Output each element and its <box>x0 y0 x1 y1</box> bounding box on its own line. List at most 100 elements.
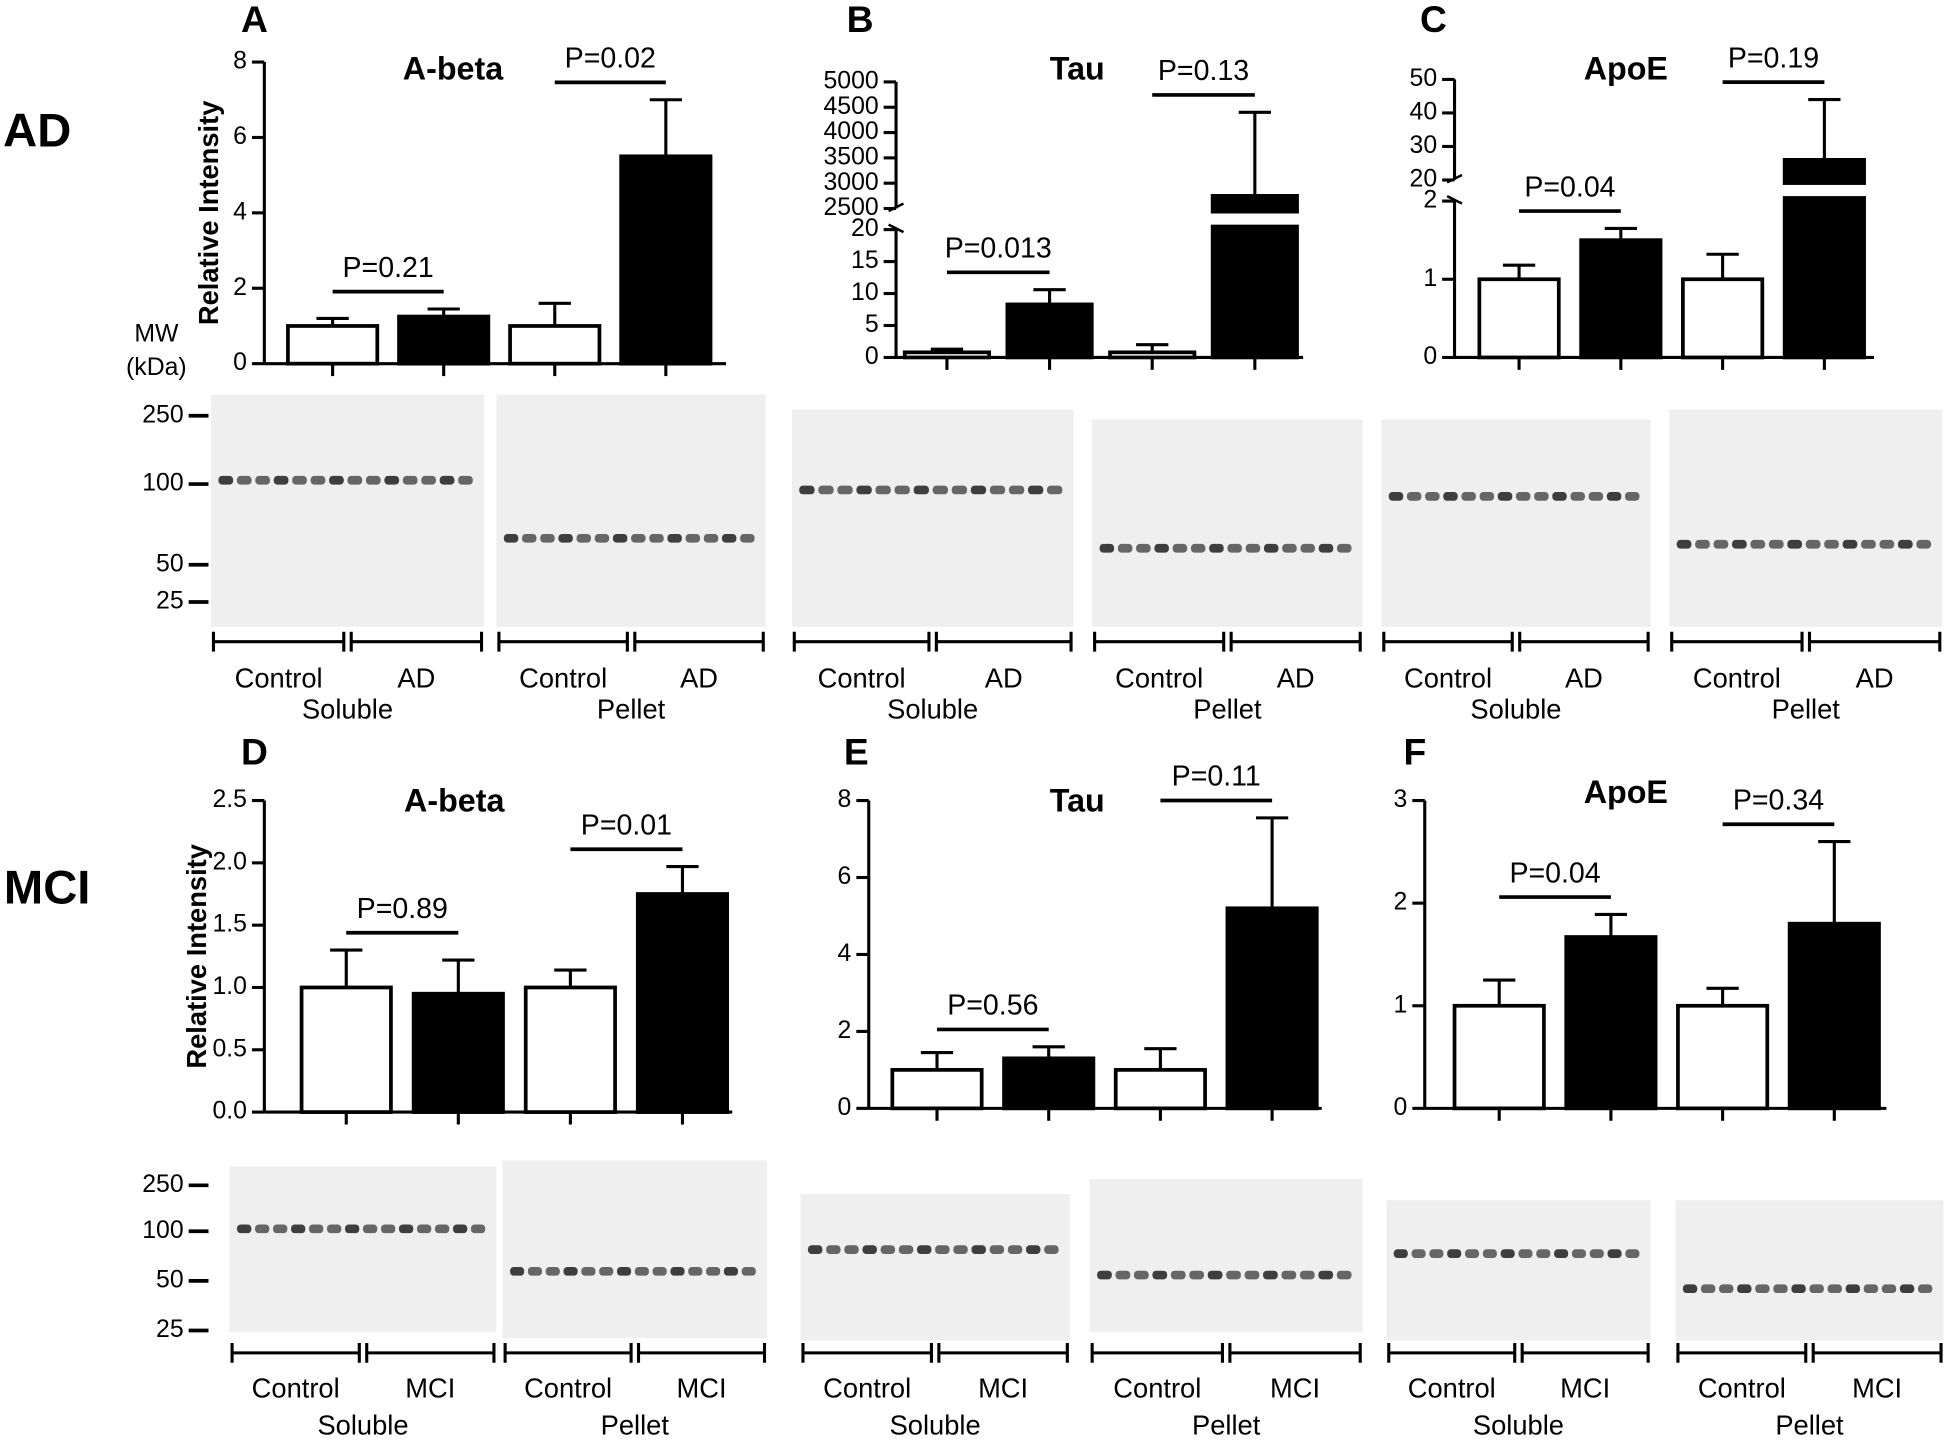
lane-bracket <box>1676 1342 1808 1363</box>
error-bar <box>1033 288 1066 305</box>
group-label: Control <box>1693 662 1781 693</box>
fraction-label: Pellet <box>1193 693 1262 724</box>
blot-band <box>255 1224 270 1234</box>
blot-band <box>1732 539 1747 549</box>
y-tick-label: 5 <box>865 311 879 338</box>
p-value: P=0.04 <box>1524 171 1615 203</box>
blot-band <box>688 1266 703 1276</box>
error-bar <box>649 98 682 157</box>
lane-bracket <box>937 1342 1069 1363</box>
y-tick-label: 3 <box>1394 786 1408 813</box>
blot-band <box>1406 492 1422 501</box>
mw-marker-label: 100 <box>142 1217 183 1244</box>
blot-band <box>1534 492 1549 501</box>
bar <box>1225 906 1319 1111</box>
lane-bracket <box>1670 631 1804 652</box>
error-bar <box>427 307 460 317</box>
blot-band <box>1755 1284 1770 1294</box>
group-label: MCI <box>1852 1372 1902 1403</box>
lane-bracket <box>349 631 484 652</box>
blot-band <box>612 533 628 543</box>
blot-band <box>510 1266 525 1276</box>
y-tick-label: 1.0 <box>212 973 246 1000</box>
group-label: Control <box>519 662 607 693</box>
group-label: Control <box>1404 662 1492 693</box>
blot-band <box>1044 1245 1059 1254</box>
fraction-label: Pellet <box>1772 693 1841 724</box>
blot-band <box>703 533 719 543</box>
blot-band <box>1227 543 1242 553</box>
bar <box>1564 935 1658 1111</box>
blot-band <box>1695 539 1710 549</box>
group-label: Control <box>1115 662 1203 693</box>
group-label: AD <box>1565 662 1603 693</box>
blot-band <box>989 1245 1005 1254</box>
blot-band <box>1026 1245 1041 1254</box>
blot-image <box>800 1194 1070 1341</box>
blot-band <box>1805 539 1821 549</box>
group-label: Control <box>818 662 906 693</box>
y-axis-label: Relative Intensity <box>181 843 212 1068</box>
blot-band <box>1824 539 1839 549</box>
blot-band <box>1881 1284 1897 1294</box>
error-bar <box>554 968 587 988</box>
lane-bracket <box>1229 631 1362 652</box>
blot-band <box>237 1224 252 1234</box>
blot-band <box>1099 543 1115 553</box>
fraction-label: Pellet <box>601 1410 670 1441</box>
lane-bracket <box>1093 631 1226 652</box>
blot-band <box>1336 543 1352 553</box>
blot-band <box>558 533 573 543</box>
blot-band <box>581 1266 596 1276</box>
group-label: Control <box>1113 1372 1201 1403</box>
lane-bracket <box>503 1342 633 1363</box>
p-value: P=0.56 <box>947 990 1038 1022</box>
blot-band <box>1787 539 1803 549</box>
fraction-label: Soluble <box>302 693 393 724</box>
y-tick-label: 20 <box>851 215 879 242</box>
y-tick-label: 0.5 <box>212 1035 246 1062</box>
p-value: P=0.11 <box>1172 761 1261 793</box>
error-bar <box>1483 978 1516 1006</box>
blot-band <box>818 485 834 495</box>
blot-band <box>1791 1284 1806 1294</box>
blot-band <box>1676 539 1692 549</box>
blot-band <box>1916 539 1932 549</box>
blot-band <box>631 533 646 543</box>
y-tick-label: 2 <box>838 1017 852 1044</box>
fraction-label: Pellet <box>597 693 666 724</box>
group-label: Control <box>524 1372 612 1403</box>
p-value: P=0.02 <box>565 43 656 75</box>
blot-band <box>399 1224 414 1234</box>
blot-band <box>1207 1270 1223 1280</box>
blot-band <box>1479 492 1495 501</box>
blot-band <box>1190 543 1206 553</box>
fraction-label: Pellet <box>1192 1410 1261 1441</box>
error-bar <box>1594 912 1628 938</box>
blot-band <box>1263 543 1279 553</box>
blot-band <box>1518 1249 1533 1258</box>
blot-image <box>1675 1200 1944 1341</box>
blot-band <box>1899 1284 1915 1294</box>
y-tick-label: 4 <box>838 940 852 967</box>
fraction-label: Soluble <box>317 1410 408 1441</box>
blot-image <box>496 394 766 627</box>
blot-band <box>1263 1270 1278 1280</box>
error-bar <box>316 316 349 326</box>
bar <box>1002 1056 1096 1111</box>
chart-title: Tau <box>1050 50 1105 86</box>
blot-band <box>417 1224 432 1234</box>
lane-bracket <box>1228 1342 1362 1363</box>
blot-band <box>1117 543 1133 553</box>
error-bar <box>1144 1047 1177 1070</box>
blot-band <box>576 533 592 543</box>
blot-image <box>1092 419 1363 627</box>
blot-band <box>1713 539 1729 549</box>
axis-break <box>1446 194 1463 205</box>
blot-band <box>218 475 234 485</box>
blot-band <box>1554 1249 1569 1258</box>
blot-image <box>210 394 485 627</box>
blot-band <box>329 475 344 485</box>
